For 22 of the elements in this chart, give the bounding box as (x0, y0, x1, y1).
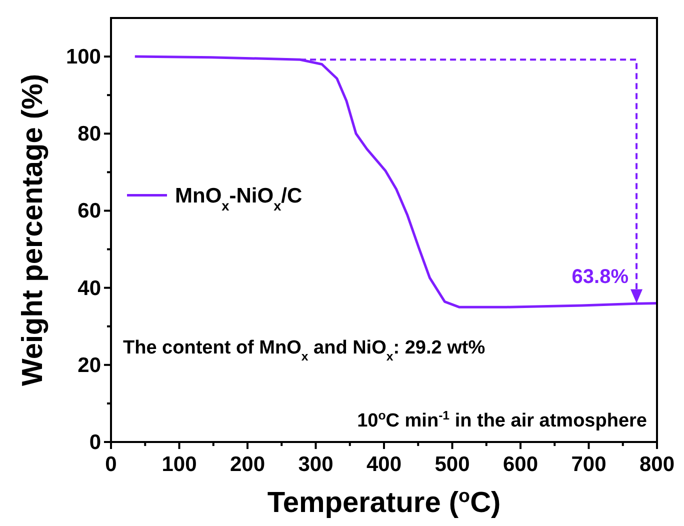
x-tick-label: 0 (105, 453, 117, 476)
x-tick-label: 800 (639, 453, 675, 476)
y-tick-label: 40 (78, 276, 101, 300)
annotation: The content of MnO$_{x}$ and NiO$_{x}$: 29.2 wt% (123, 337, 486, 364)
x-tick-label: 500 (434, 453, 470, 476)
annotation: 63.8% (572, 266, 629, 288)
x-tick-label: 200 (230, 453, 266, 476)
legend-label: MnO$_{x}$-NiO$_{x}$/C (175, 184, 302, 213)
y-tick-label: 0 (89, 431, 101, 454)
line-series (134, 55, 658, 308)
annotation: 10$^{o}$C min$^{-1}$ in the air atmosphere (357, 408, 647, 432)
y-axis-title: Weight percentage (%) (17, 74, 49, 386)
y-tick-label: 60 (78, 200, 101, 223)
x-tick-label: 100 (162, 453, 197, 476)
x-tick-label: 700 (571, 453, 606, 476)
x-tick-label: 300 (298, 453, 334, 476)
y-tick-label: 100 (66, 46, 101, 69)
y-tick-label: 80 (78, 122, 101, 146)
x-tick-label: 600 (502, 453, 538, 476)
x-axis-title: Temperature ($^{o}$C) (267, 484, 501, 519)
x-tick-label: 400 (366, 453, 402, 476)
y-tick-label: 20 (78, 354, 101, 377)
